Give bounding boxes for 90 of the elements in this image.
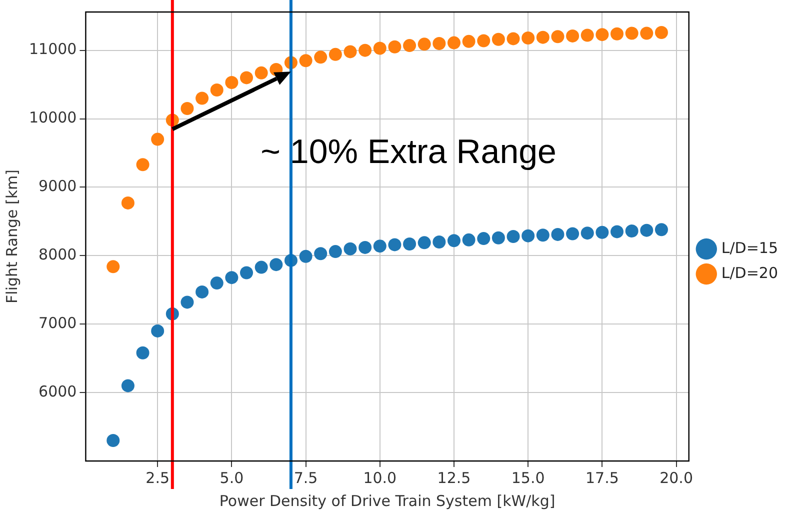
point bbox=[506, 32, 520, 46]
point bbox=[270, 258, 283, 272]
point bbox=[225, 76, 238, 89]
legend-label: L/D=20 bbox=[721, 264, 778, 282]
point bbox=[328, 48, 342, 61]
point bbox=[240, 71, 254, 84]
point bbox=[625, 224, 638, 238]
point bbox=[403, 238, 416, 251]
y-tick-label: 7000 bbox=[38, 314, 77, 332]
point bbox=[196, 92, 209, 105]
point bbox=[121, 196, 134, 210]
point bbox=[432, 36, 446, 50]
point bbox=[551, 30, 564, 44]
annotation: ~ 10% Extra Range bbox=[260, 133, 556, 172]
point bbox=[328, 245, 342, 258]
point bbox=[492, 32, 505, 46]
point bbox=[196, 285, 209, 298]
point bbox=[418, 236, 431, 250]
point bbox=[477, 232, 490, 246]
point bbox=[566, 29, 580, 42]
point bbox=[522, 229, 535, 242]
point bbox=[447, 36, 460, 50]
point bbox=[210, 276, 224, 290]
x-tick-label: 5.0 bbox=[220, 468, 244, 487]
point bbox=[299, 250, 312, 263]
x-tick-label: 2.5 bbox=[146, 468, 170, 487]
point bbox=[151, 324, 164, 338]
legend-label: L/D=15 bbox=[721, 238, 778, 257]
point bbox=[492, 231, 505, 244]
point bbox=[106, 434, 120, 447]
point bbox=[299, 54, 312, 68]
point bbox=[403, 39, 416, 52]
point bbox=[106, 260, 120, 274]
point bbox=[254, 66, 268, 80]
point bbox=[506, 230, 520, 243]
point bbox=[210, 84, 224, 97]
point bbox=[551, 228, 564, 241]
point bbox=[314, 247, 328, 260]
y-tick-label: 10000 bbox=[29, 108, 77, 127]
point bbox=[151, 132, 164, 146]
point bbox=[136, 158, 150, 172]
x-axis-title: Power Density of Drive Train System [kW/kg] bbox=[219, 492, 556, 510]
point bbox=[418, 38, 431, 51]
point bbox=[373, 42, 386, 55]
point bbox=[180, 296, 194, 309]
point bbox=[596, 28, 609, 42]
point bbox=[522, 32, 535, 45]
point bbox=[388, 40, 402, 54]
point bbox=[477, 34, 490, 48]
point bbox=[388, 238, 402, 252]
point bbox=[640, 224, 654, 237]
point bbox=[580, 28, 594, 42]
x-tick-label: 17.5 bbox=[585, 468, 619, 487]
point bbox=[447, 234, 460, 248]
point bbox=[462, 233, 476, 246]
point bbox=[136, 346, 150, 360]
x-tick-label: 7.5 bbox=[294, 468, 318, 487]
point bbox=[432, 235, 446, 248]
point bbox=[225, 271, 238, 284]
y-tick-label: 9000 bbox=[38, 177, 77, 196]
point bbox=[373, 240, 386, 253]
x-tick-label: 20.0 bbox=[660, 468, 693, 487]
point bbox=[344, 45, 357, 58]
y-axis-title: Flight Range [km] bbox=[2, 170, 21, 304]
x-tick-label: 15.0 bbox=[511, 468, 545, 487]
point bbox=[462, 34, 476, 48]
point bbox=[314, 50, 328, 64]
point bbox=[536, 30, 550, 44]
point bbox=[180, 102, 194, 116]
point bbox=[640, 26, 654, 40]
point bbox=[596, 226, 609, 239]
point bbox=[358, 44, 372, 57]
point bbox=[240, 266, 254, 280]
y-tick-label: 8000 bbox=[38, 246, 77, 264]
x-tick-label: 10.0 bbox=[363, 468, 397, 487]
point bbox=[121, 379, 134, 392]
y-tick-label: 6000 bbox=[38, 382, 77, 400]
point bbox=[358, 240, 372, 254]
point bbox=[254, 260, 268, 274]
point bbox=[566, 227, 580, 240]
point bbox=[580, 226, 594, 240]
point bbox=[654, 26, 668, 40]
y-tick-label: 11000 bbox=[29, 40, 77, 58]
point bbox=[625, 26, 638, 40]
point bbox=[610, 225, 624, 238]
point bbox=[654, 223, 668, 236]
point bbox=[344, 242, 357, 256]
x-tick-label: 12.5 bbox=[437, 468, 471, 487]
point bbox=[610, 27, 624, 40]
point bbox=[536, 228, 550, 242]
